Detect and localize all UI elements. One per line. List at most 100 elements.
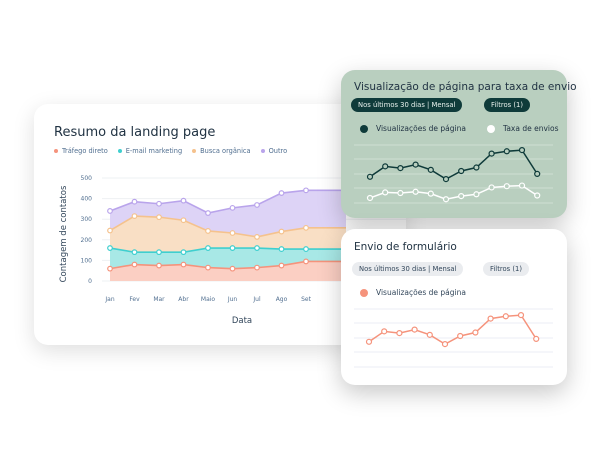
data-point[interactable]	[205, 228, 211, 234]
data-point[interactable]	[303, 187, 309, 194]
legend-item-trafego[interactable]: Tráfego direto	[54, 147, 108, 155]
data-point[interactable]	[534, 192, 541, 199]
data-point[interactable]	[518, 182, 526, 189]
data-point[interactable]	[107, 265, 113, 272]
y-tick-label: 300	[81, 216, 93, 223]
legend-item-email[interactable]: E-mail marketing	[117, 147, 182, 155]
card-title: Resumo da landing page	[54, 125, 216, 140]
data-point[interactable]	[381, 328, 388, 335]
data-point[interactable]	[412, 161, 419, 168]
data-point[interactable]	[303, 224, 309, 231]
data-point[interactable]	[518, 147, 526, 154]
data-point[interactable]	[473, 191, 480, 198]
data-point[interactable]	[503, 148, 510, 155]
y-axis-title: Contagem de contatos	[59, 185, 69, 282]
data-point[interactable]	[229, 245, 236, 251]
data-point[interactable]	[427, 190, 434, 197]
data-point[interactable]	[458, 167, 465, 175]
data-point[interactable]	[229, 204, 236, 211]
data-point[interactable]	[502, 313, 509, 320]
legend-label: Taxa de envios	[503, 124, 559, 133]
data-point[interactable]	[156, 262, 162, 269]
data-point[interactable]	[382, 189, 389, 196]
period-filter-pill[interactable]: Nos últimos 30 dias | Mensal	[351, 98, 463, 112]
data-point[interactable]	[131, 261, 138, 268]
data-point[interactable]	[534, 170, 541, 178]
legend-dot-icon	[360, 124, 368, 133]
line-chart	[354, 144, 553, 204]
data-point[interactable]	[366, 173, 374, 180]
data-point[interactable]	[107, 227, 113, 234]
data-point[interactable]	[229, 265, 236, 272]
x-tick-label: Set	[301, 296, 312, 303]
data-point[interactable]	[107, 245, 113, 251]
data-point[interactable]	[488, 184, 495, 191]
data-point[interactable]	[131, 213, 138, 220]
data-point[interactable]	[278, 228, 285, 235]
data-point[interactable]	[180, 197, 187, 204]
data-point[interactable]	[278, 246, 285, 252]
legend-dot-icon	[360, 288, 368, 297]
data-point[interactable]	[180, 217, 187, 224]
data-point[interactable]	[303, 258, 309, 265]
data-point[interactable]	[397, 164, 404, 172]
x-tick-label: Abr	[178, 296, 189, 303]
data-point[interactable]	[205, 245, 211, 251]
legend-label: Visualizações de página	[376, 288, 466, 297]
data-point[interactable]	[457, 332, 464, 340]
filters-pill[interactable]: Filtros (1)	[484, 98, 530, 112]
data-point[interactable]	[180, 261, 187, 268]
data-point[interactable]	[131, 198, 138, 205]
data-point[interactable]	[412, 188, 419, 195]
legend-label: Busca orgânica	[200, 147, 251, 155]
data-point[interactable]	[205, 264, 211, 271]
data-point[interactable]	[397, 189, 404, 197]
data-point[interactable]	[131, 249, 138, 256]
data-point[interactable]	[396, 329, 403, 337]
x-tick-label: Fev	[129, 296, 140, 303]
data-point[interactable]	[205, 210, 211, 216]
series-line	[109, 260, 346, 270]
data-point[interactable]	[366, 194, 374, 202]
filters-pill[interactable]: Filtros (1)	[483, 262, 529, 276]
series-area	[110, 261, 346, 281]
data-point[interactable]	[458, 193, 465, 200]
data-point[interactable]	[254, 234, 260, 240]
data-point[interactable]	[426, 331, 433, 338]
data-point[interactable]	[517, 312, 525, 319]
data-point[interactable]	[473, 164, 480, 171]
data-point[interactable]	[156, 200, 162, 207]
legend-dot-icon	[192, 149, 197, 153]
data-point[interactable]	[488, 150, 495, 157]
area-chart: 0 100 200 300 400 500 Jan Fev Mar Abr Maio Jun Jul A…	[59, 175, 406, 326]
period-filter-pill[interactable]: Nos últimos 30 dias | Mensal	[352, 262, 464, 276]
data-point[interactable]	[442, 196, 450, 203]
data-point[interactable]	[487, 315, 494, 322]
data-point[interactable]	[229, 230, 236, 236]
data-point[interactable]	[382, 163, 389, 170]
data-point[interactable]	[365, 338, 373, 345]
data-point[interactable]	[180, 249, 187, 256]
data-point[interactable]	[441, 341, 449, 348]
data-point[interactable]	[278, 262, 285, 269]
legend-item-busca[interactable]: Busca orgânica	[192, 147, 251, 155]
data-point[interactable]	[503, 183, 510, 190]
data-point[interactable]	[278, 190, 285, 196]
data-point[interactable]	[156, 249, 162, 256]
data-point[interactable]	[254, 245, 260, 251]
data-point[interactable]	[472, 329, 479, 336]
data-point[interactable]	[442, 176, 450, 183]
legend-item-outro[interactable]: Outro	[260, 147, 287, 155]
data-point[interactable]	[303, 246, 309, 252]
data-point[interactable]	[254, 264, 260, 271]
legend-label: Visualizações de página	[376, 124, 466, 133]
data-point[interactable]	[533, 335, 540, 343]
chart-legend: Taxa de envios	[487, 124, 559, 133]
data-point[interactable]	[107, 208, 113, 214]
data-point[interactable]	[411, 326, 418, 333]
data-point[interactable]	[156, 214, 162, 221]
y-tick-label: 500	[81, 175, 93, 182]
data-point[interactable]	[427, 166, 434, 173]
data-point[interactable]	[254, 202, 260, 208]
card-title: Visualização de página para taxa de envi…	[354, 81, 577, 93]
